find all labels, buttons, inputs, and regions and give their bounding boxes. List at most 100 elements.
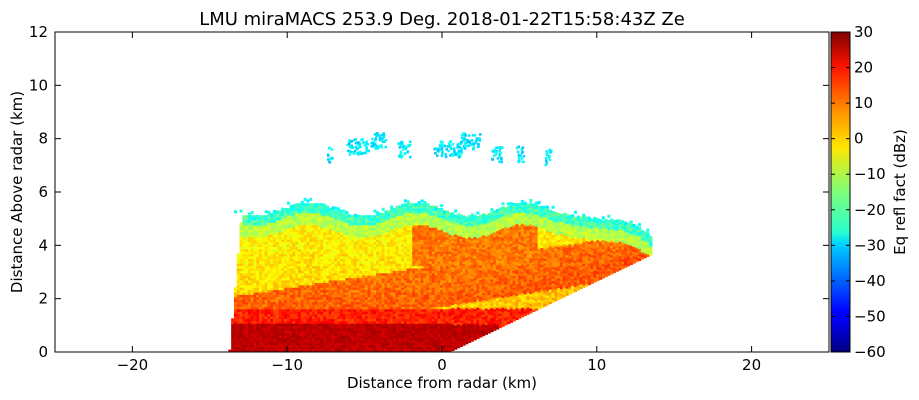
reflectivity-cell [261, 296, 266, 300]
reflectivity-cell [259, 258, 263, 262]
reflectivity-cell [420, 263, 424, 267]
reflectivity-cell [398, 270, 402, 274]
reflectivity-cell [398, 292, 402, 295]
reflectivity-cell [286, 220, 291, 223]
reflectivity-cell [300, 335, 305, 339]
reflectivity-cell [454, 286, 458, 290]
reflectivity-cell [364, 289, 369, 293]
reflectivity-cell [465, 305, 469, 309]
reflectivity-cell [303, 292, 307, 295]
reflectivity-cell [362, 296, 366, 300]
reflectivity-cell [398, 330, 402, 334]
reflectivity-cell [356, 323, 360, 327]
reflectivity-cell [278, 260, 282, 264]
reflectivity-cell [442, 248, 447, 252]
reflectivity-cell [415, 328, 419, 331]
reflectivity-cell [448, 258, 452, 262]
reflectivity-cell [465, 286, 469, 290]
reflectivity-cell [325, 224, 330, 228]
reflectivity-cell [459, 334, 463, 338]
reflectivity-cell [462, 258, 466, 262]
reflectivity-cell [314, 337, 319, 341]
reflectivity-cell [348, 311, 352, 315]
reflectivity-cell [398, 210, 402, 214]
reflectivity-cell [423, 287, 427, 291]
reflectivity-cell [412, 349, 416, 352]
reflectivity-cell [442, 308, 447, 312]
reflectivity-cell [306, 205, 310, 209]
reflectivity-cell [454, 217, 458, 221]
reflectivity-cell [359, 244, 363, 247]
reflectivity-cell [417, 325, 422, 329]
reflectivity-cell [426, 308, 430, 312]
reflectivity-cell [350, 332, 355, 336]
reflectivity-cell [259, 330, 263, 334]
reflectivity-cell [314, 332, 319, 336]
reflectivity-cell [434, 277, 438, 281]
reflectivity-cell [292, 344, 296, 348]
reflectivity-cell [298, 313, 302, 317]
reflectivity-cell [381, 335, 385, 339]
reflectivity-cell [456, 256, 461, 260]
reflectivity-cell [364, 311, 369, 315]
reflectivity-cell [423, 258, 427, 262]
reflectivity-cell [259, 256, 263, 259]
reflectivity-cell [423, 268, 427, 271]
reflectivity-cell [309, 260, 313, 264]
reflectivity-cell [376, 234, 380, 238]
reflectivity-cell [431, 270, 436, 274]
reflectivity-cell [367, 268, 371, 271]
reflectivity-cell [384, 299, 388, 303]
reflectivity-cell [401, 256, 405, 259]
reflectivity-cell [359, 344, 363, 348]
reflectivity-cell [334, 246, 338, 250]
reflectivity-cell [337, 304, 341, 307]
reflectivity-cell [317, 205, 321, 209]
reflectivity-cell [412, 260, 416, 264]
reflectivity-cell [417, 244, 422, 247]
reflectivity-cell [364, 313, 369, 317]
reflectivity-cell [442, 256, 447, 259]
reflectivity-cell [462, 275, 466, 279]
reflectivity-cell [320, 292, 324, 295]
reflectivity-cell [403, 256, 408, 259]
reflectivity-cell [239, 323, 243, 327]
reflectivity-cell [275, 217, 280, 221]
reflectivity-cell [259, 325, 263, 329]
reflectivity-cell [392, 308, 397, 312]
reflectivity-cell [465, 324, 469, 328]
reflectivity-cell [440, 287, 444, 291]
reflectivity-cell [373, 232, 377, 235]
reflectivity-cell [409, 244, 413, 247]
reflectivity-cell [403, 248, 408, 252]
reflectivity-cell [298, 316, 302, 319]
reflectivity-cell [284, 239, 288, 243]
reflectivity-cell [426, 280, 430, 283]
reflectivity-cell [403, 344, 408, 348]
reflectivity-cell [370, 241, 374, 245]
reflectivity-cell [459, 310, 463, 314]
reflectivity-cell [320, 344, 324, 348]
reflectivity-cell [367, 289, 371, 293]
reflectivity-cell [440, 244, 444, 247]
reflectivity-cell [353, 268, 358, 271]
reflectivity-cell [284, 227, 288, 231]
reflectivity-cell [342, 246, 346, 250]
reflectivity-cell [334, 349, 338, 352]
reflectivity-cell [401, 205, 405, 209]
reflectivity-cell [428, 282, 433, 286]
reflectivity-cell [233, 349, 238, 352]
reflectivity-cell [423, 330, 427, 334]
reflectivity-cell [417, 344, 422, 348]
reflectivity-cell [303, 246, 307, 250]
reflectivity-cell [378, 299, 383, 303]
reflectivity-cell [440, 342, 444, 346]
reflectivity-cell [359, 272, 363, 276]
reflectivity-cell [434, 311, 438, 315]
reflectivity-cell [250, 215, 254, 219]
reflectivity-cell [462, 285, 466, 289]
reflectivity-cell [289, 306, 293, 310]
reflectivity-cell [281, 289, 285, 293]
reflectivity-cell [364, 260, 369, 264]
reflectivity-cell [456, 273, 461, 277]
